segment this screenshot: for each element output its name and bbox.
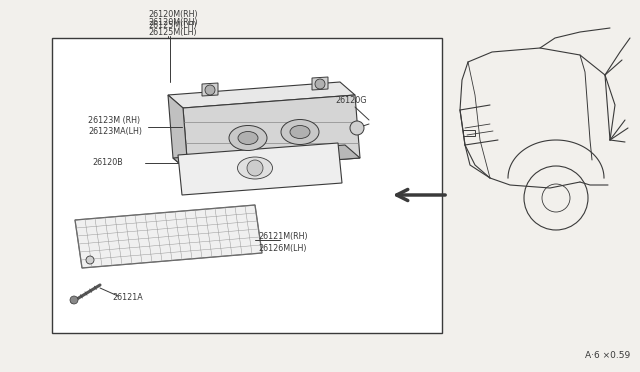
Circle shape: [86, 256, 94, 264]
Bar: [463, 130, 475, 136]
Polygon shape: [168, 82, 355, 108]
Circle shape: [315, 79, 325, 89]
Text: 26123MA(LH): 26123MA(LH): [88, 127, 142, 136]
Circle shape: [247, 160, 263, 176]
Ellipse shape: [290, 125, 310, 138]
Polygon shape: [183, 95, 360, 171]
Polygon shape: [178, 143, 342, 195]
Polygon shape: [168, 95, 188, 171]
Circle shape: [350, 121, 364, 135]
Text: 26121A: 26121A: [112, 293, 143, 302]
Text: 26120B: 26120B: [92, 158, 123, 167]
Text: 26125M(LH): 26125M(LH): [148, 21, 196, 30]
Text: 26120M(RH): 26120M(RH): [148, 18, 198, 27]
Circle shape: [70, 296, 78, 304]
Text: 26121M(RH): 26121M(RH): [258, 232, 308, 241]
Bar: [52, 38, 442, 333]
Polygon shape: [173, 145, 360, 171]
Text: 26123M (RH): 26123M (RH): [88, 116, 140, 125]
Polygon shape: [202, 83, 218, 96]
Text: 26120G: 26120G: [335, 96, 367, 105]
Polygon shape: [75, 205, 262, 268]
Text: 26120M(RH): 26120M(RH): [148, 10, 198, 19]
Ellipse shape: [229, 125, 267, 151]
Ellipse shape: [281, 119, 319, 144]
Text: 26126M(LH): 26126M(LH): [258, 244, 307, 253]
Circle shape: [205, 85, 215, 95]
Polygon shape: [312, 77, 328, 90]
Ellipse shape: [238, 131, 258, 144]
Text: A·6 ×0.59: A·6 ×0.59: [585, 351, 630, 360]
Text: 26125M(LH): 26125M(LH): [148, 28, 196, 37]
Ellipse shape: [237, 157, 273, 179]
